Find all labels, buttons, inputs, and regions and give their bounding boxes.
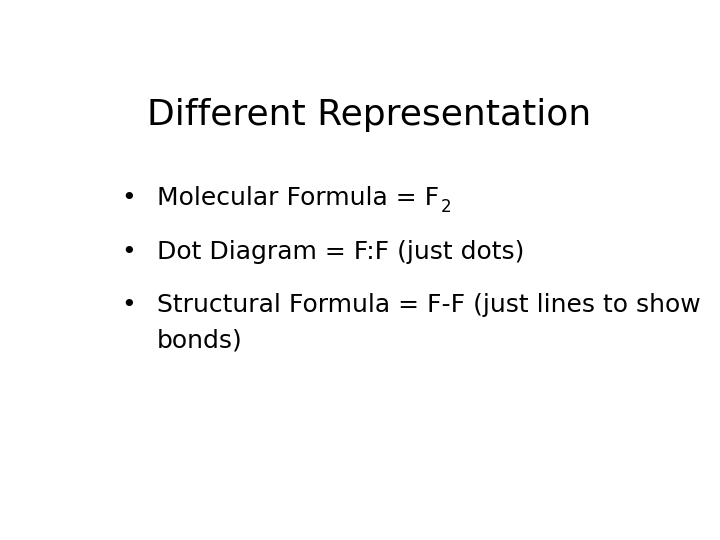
Text: bonds): bonds) xyxy=(157,328,243,352)
Text: Dot Diagram = F:F (just dots): Dot Diagram = F:F (just dots) xyxy=(157,240,524,264)
Text: •: • xyxy=(122,240,136,264)
Text: •: • xyxy=(122,186,136,210)
Text: •: • xyxy=(122,293,136,317)
Text: Structural Formula = F-F (just lines to show: Structural Formula = F-F (just lines to … xyxy=(157,293,701,317)
Text: Molecular Formula = F: Molecular Formula = F xyxy=(157,186,439,210)
Text: Different Representation: Different Representation xyxy=(147,98,591,132)
Text: 2: 2 xyxy=(441,198,451,216)
